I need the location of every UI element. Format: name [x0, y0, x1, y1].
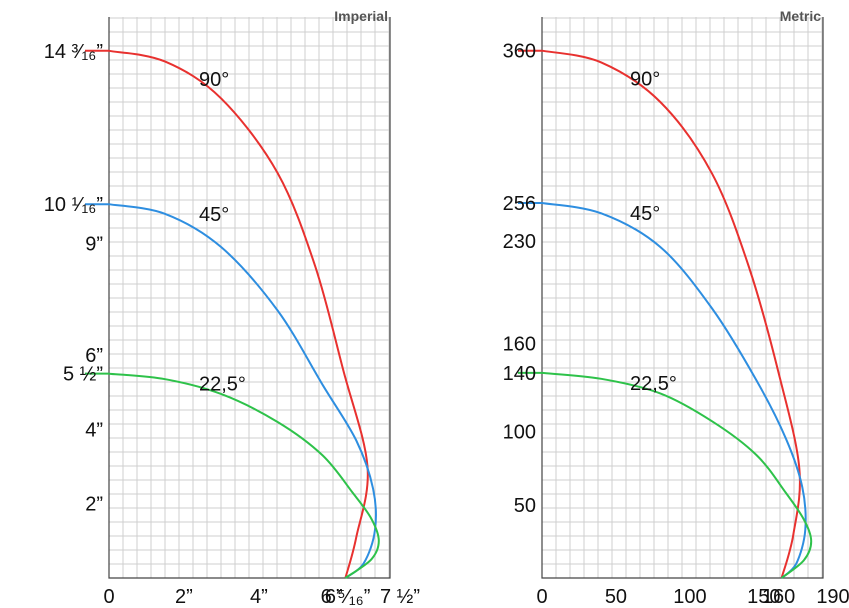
y-tick-label: 6” [85, 345, 103, 367]
x-tick-label: 6 ⁵⁄₁₆” [321, 586, 371, 608]
y-tick-label: 256 [503, 193, 536, 215]
x-tick-label: 50 [605, 586, 627, 608]
series-line [541, 49, 801, 579]
x-tick-label: 0 [536, 586, 547, 608]
series-label: 45° [199, 204, 229, 226]
x-tick-label: 160 [762, 586, 795, 608]
y-tick-label: 5 ½” [63, 364, 103, 386]
y-tick-label: 50 [514, 495, 536, 517]
x-tick-label: 2” [175, 586, 193, 608]
series-label: 45° [630, 203, 660, 225]
series-label: 22,5° [199, 374, 246, 396]
series-line [108, 203, 377, 579]
series-label: 90° [630, 69, 660, 91]
x-tick-label: 6” [325, 586, 343, 608]
x-tick-label: 190 [816, 586, 849, 608]
y-tick-label: 360 [503, 41, 536, 63]
series-line [108, 372, 380, 579]
series-label: 90° [199, 69, 229, 91]
y-tick-label: 100 [503, 422, 536, 444]
x-tick-label: 4” [250, 586, 268, 608]
y-tick-label: 9” [85, 234, 103, 256]
y-tick-label: 14 ³⁄₁₆” [44, 41, 103, 63]
series-line [108, 49, 369, 579]
series-label: 22,5° [630, 373, 677, 395]
x-tick-label: 150 [747, 586, 780, 608]
chart-title: Imperial [334, 8, 388, 24]
axis-frame [541, 17, 824, 579]
series-line [541, 202, 807, 579]
axis-frame [108, 17, 391, 579]
y-tick-label: 140 [503, 363, 536, 385]
y-tick-label: 10 ¹⁄₁₆” [44, 194, 103, 216]
y-tick-label: 160 [503, 334, 536, 356]
x-tick-label: 100 [673, 586, 706, 608]
y-tick-label: 4” [85, 419, 103, 441]
grid [542, 17, 823, 578]
x-tick-label: 7 ½” [380, 586, 420, 608]
x-tick-label: 0 [103, 586, 114, 608]
chart-title: Metric [780, 8, 821, 24]
y-tick-label: 2” [85, 494, 103, 516]
panel-metric: Metric 90° 45° 22,5° 50 100 140 160 230 256 360 0 50… [503, 8, 849, 608]
y-tick-label: 230 [503, 231, 536, 253]
series-line [541, 371, 813, 579]
grid [109, 17, 390, 578]
